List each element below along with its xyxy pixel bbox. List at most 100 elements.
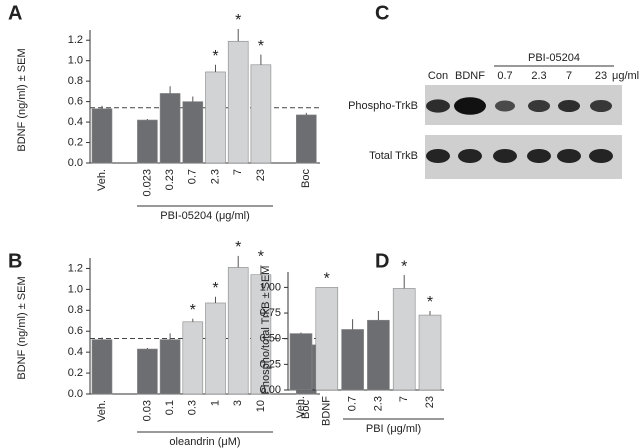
x-tick-label: 7 (232, 169, 244, 175)
x-tick-label: Boc (300, 400, 312, 419)
bar (137, 348, 158, 395)
y-tick-label: 0.4 (68, 346, 83, 358)
y-tick-label: 0.8 (68, 304, 83, 316)
x-tick-label: 3 (232, 400, 244, 406)
x-tick-label: 0.023 (141, 169, 153, 197)
lane-label: 7 (566, 70, 572, 82)
y-tick-label: 0.0 (68, 388, 83, 400)
y-tick-label: 0.50 (260, 333, 281, 345)
blot-band (557, 149, 581, 163)
bar (289, 333, 313, 391)
bar (227, 40, 249, 164)
blot-band (528, 99, 550, 113)
y-axis-label: BDNF (ng/ml) ± SEM (16, 276, 28, 379)
x-tick-label: 23 (255, 169, 267, 181)
panel-letter: D (375, 250, 389, 272)
group-label: PBI-05204 (528, 52, 580, 64)
bar-chart: A BDNF (ng/ml) ± SEM 0.0 0.2 0.4 0.6 0.8 1.0 1.2… (8, 2, 320, 222)
blot-band (590, 99, 612, 113)
group-label: oleandrin (μM) (169, 436, 240, 448)
x-tick-label: 10 (255, 400, 267, 412)
bar (91, 108, 113, 164)
x-tick-label: 0.03 (141, 400, 153, 421)
x-tick-label: 0.7 (187, 169, 199, 184)
significance-marker: * (190, 302, 196, 319)
y-tick-label: 0.6 (68, 325, 83, 337)
lane-label: 2.3 (531, 70, 546, 82)
bar (341, 329, 364, 391)
significance-marker: * (235, 239, 241, 256)
y-tick-label: 1.2 (68, 262, 83, 274)
x-tick-label: BDNF (321, 396, 333, 426)
x-tick-label: Boc (300, 169, 312, 188)
y-tick-label: 1.00 (260, 281, 281, 293)
panel-letter: A (8, 2, 22, 24)
y-tick-label: 0.2 (68, 367, 83, 379)
significance-marker: * (401, 258, 407, 275)
y-axis-label: Phospho/total TrkB ± SEM (260, 266, 272, 395)
lane-label: 0.7 (497, 70, 512, 82)
blot-band (495, 100, 515, 112)
x-tick-label: 0.7 (347, 396, 359, 411)
y-tick-label: 1.0 (68, 283, 83, 295)
blot-band (426, 99, 450, 113)
x-tick-label: Veh. (96, 400, 108, 422)
y-tick-label: 0.25 (260, 358, 281, 370)
x-tick-label: 2.3 (372, 396, 384, 411)
y-tick-label: 0.0 (68, 157, 83, 169)
x-tick-label: 0.3 (187, 400, 199, 415)
y-tick-label: 1.2 (68, 34, 83, 46)
x-tick-label: 0.1 (164, 400, 176, 415)
bar (250, 64, 272, 164)
bar (182, 321, 204, 395)
bar (159, 93, 181, 164)
western-blot: C Con BDNF 0.7 2.3 7 23 PBI-05204 μg/ml Phospho-T… (348, 2, 639, 179)
lane-label: BDNF (455, 70, 485, 82)
x-tick-label: Veh. (295, 396, 307, 418)
y-tick-label: 0.00 (260, 384, 281, 396)
x-tick-label: Veh. (96, 169, 108, 191)
bar (91, 339, 113, 395)
y-tick-label: 0.75 (260, 307, 281, 319)
unit-label: μg/ml (612, 70, 639, 82)
y-tick-label: 1.0 (68, 55, 83, 67)
significance-marker: * (258, 38, 264, 55)
bar (367, 319, 390, 391)
y-tick-label: 0.8 (68, 75, 83, 87)
bar (182, 101, 204, 164)
x-tick-label: 7 (398, 396, 410, 402)
significance-marker: * (212, 48, 218, 65)
y-tick-label: 0.4 (68, 116, 83, 128)
bar (295, 114, 317, 164)
significance-marker: * (212, 280, 218, 297)
row-label: Phospho-TrkB (348, 100, 418, 112)
row-label: Total TrkB (369, 150, 418, 162)
significance-marker: * (235, 12, 241, 29)
bar (159, 339, 181, 395)
panel-letter: B (8, 250, 22, 272)
x-tick-label: 0.23 (164, 169, 176, 190)
bar (137, 119, 158, 164)
significance-marker: * (427, 294, 433, 311)
y-tick-label: 0.2 (68, 136, 83, 148)
blot-band (458, 149, 482, 163)
bar (315, 287, 339, 391)
blot-band (493, 149, 517, 163)
blot-band (527, 149, 551, 163)
y-axis-label: BDNF (ng/ml) ± SEM (16, 48, 28, 151)
lane-label: 23 (595, 70, 607, 82)
bar (392, 288, 416, 391)
x-tick-label: 1 (209, 400, 221, 406)
x-tick-label: 23 (424, 396, 436, 408)
blot-band (558, 99, 580, 113)
group-label: PBI-05204 (μg/ml) (160, 210, 249, 222)
lane-label: Con (428, 70, 448, 82)
bar (418, 314, 442, 391)
panel-letter: C (375, 2, 389, 24)
y-tick-label: 0.6 (68, 96, 83, 108)
blot-band (589, 149, 613, 163)
bar (205, 71, 226, 164)
blot-band (454, 97, 486, 115)
